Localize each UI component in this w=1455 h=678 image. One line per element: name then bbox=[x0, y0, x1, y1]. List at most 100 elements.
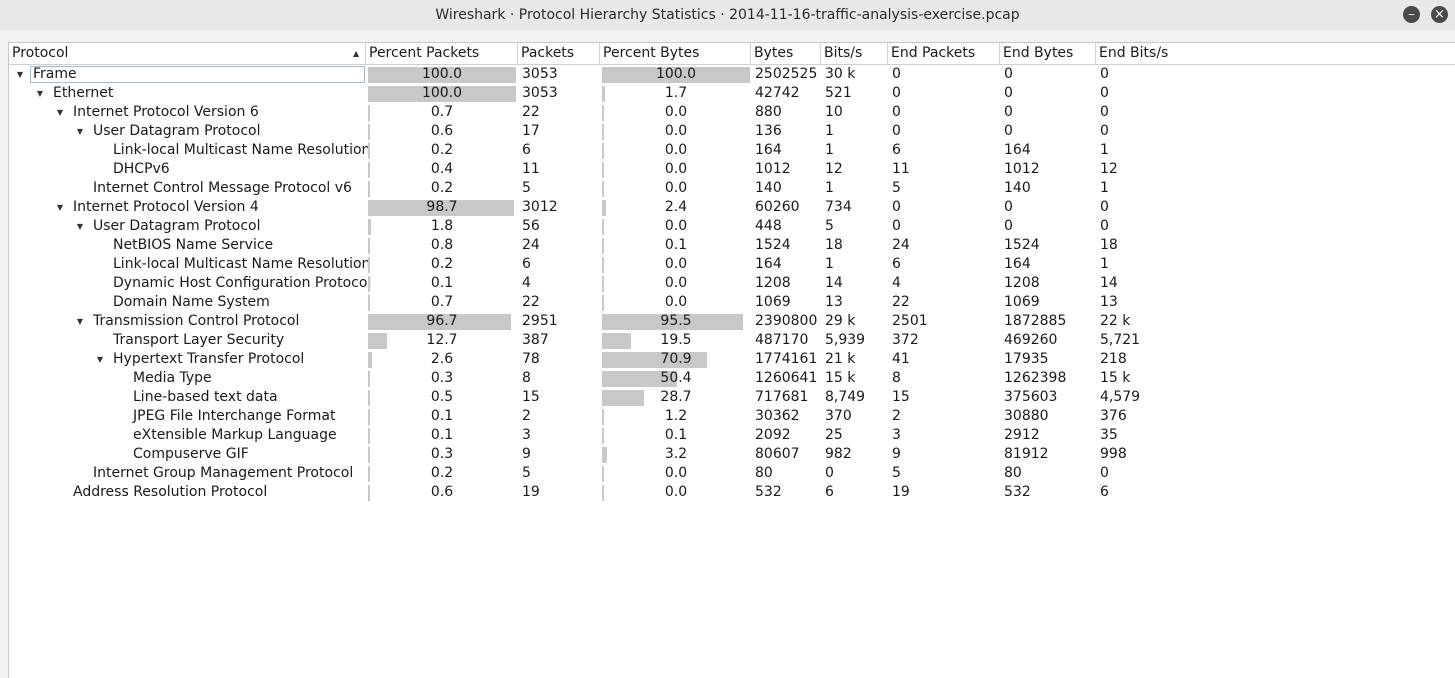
protocol-name: DHCPv6 bbox=[113, 161, 170, 177]
tree-row[interactable]: DHCPv6 0.4 11 0.0 1012 12 11 1012 12 bbox=[9, 160, 1455, 179]
packets-cell: 9 bbox=[522, 446, 531, 462]
end-bytes-cell: 0 bbox=[1004, 199, 1013, 215]
end-bits-per-second-cell: 4,579 bbox=[1100, 389, 1141, 405]
column-header-protocol[interactable]: Protocol bbox=[9, 43, 366, 64]
end-bytes-cell: 164 bbox=[1004, 142, 1031, 158]
bytes-cell: 532 bbox=[755, 484, 782, 500]
column-header-bytes[interactable]: Bytes bbox=[751, 43, 821, 64]
column-header-end-bytes[interactable]: End Bytes bbox=[1000, 43, 1096, 64]
column-header-packets[interactable]: Packets bbox=[518, 43, 600, 64]
sort-ascending-icon: ▲ bbox=[353, 49, 360, 58]
expand-arrow-icon[interactable]: ▼ bbox=[36, 89, 44, 98]
bits-per-second-cell: 13 bbox=[825, 294, 843, 310]
column-header-bits-per-second[interactable]: Bits/s bbox=[821, 43, 888, 64]
end-bits-per-second-cell: 5,721 bbox=[1100, 332, 1141, 348]
bits-per-second-cell: 18 bbox=[825, 237, 843, 253]
percent-packets-cell: 0.3 bbox=[368, 445, 516, 464]
percent-bytes-cell: 50.4 bbox=[602, 369, 750, 388]
end-packets-cell: 9 bbox=[892, 446, 901, 462]
bytes-cell: 448 bbox=[755, 218, 782, 234]
tree-row[interactable]: Dynamic Host Configuration Protocol 0.1 4 0… bbox=[9, 274, 1455, 293]
end-packets-cell: 24 bbox=[892, 237, 910, 253]
tree-row[interactable]: ▼ User Datagram Protocol 0.6 17 0.0 136 1 0 0 0 bbox=[9, 122, 1455, 141]
percent-packets-cell: 100.0 bbox=[368, 65, 516, 84]
tree-row[interactable]: Address Resolution Protocol 0.6 19 0.0 532 6 1… bbox=[9, 483, 1455, 502]
percent-packets-cell: 1.8 bbox=[368, 217, 516, 236]
tree-row[interactable]: ▼ User Datagram Protocol 1.8 56 0.0 448 5 0 0 0 bbox=[9, 217, 1455, 236]
column-header-end-bits-per-second[interactable]: End Bits/s bbox=[1096, 43, 1455, 64]
protocol-name: Media Type bbox=[133, 370, 212, 386]
tree-row[interactable]: ▼ Hypertext Transfer Protocol 2.6 78 70.9 177… bbox=[9, 350, 1455, 369]
tree-row[interactable]: ▼ Transmission Control Protocol 96.7 2951 95… bbox=[9, 312, 1455, 331]
percent-packets-cell: 0.6 bbox=[368, 483, 516, 502]
tree-row[interactable]: ▼ Internet Protocol Version 4 98.7 3012 2.4 6… bbox=[9, 198, 1455, 217]
expand-arrow-icon[interactable]: ▼ bbox=[76, 317, 84, 326]
tree-row[interactable]: JPEG File Interchange Format 0.1 2 1.2 30362… bbox=[9, 407, 1455, 426]
protocol-name: NetBIOS Name Service bbox=[113, 237, 274, 253]
end-bits-per-second-cell: 22 k bbox=[1100, 313, 1131, 329]
tree-row[interactable]: Media Type 0.3 8 50.4 1260641 15 k 8 1262398 15 … bbox=[9, 369, 1455, 388]
packets-cell: 5 bbox=[522, 180, 531, 196]
percent-packets-cell-bar bbox=[368, 314, 511, 330]
packets-cell: 3012 bbox=[522, 199, 558, 215]
protocol-name: Domain Name System bbox=[113, 294, 270, 310]
expand-arrow-icon[interactable]: ▼ bbox=[76, 127, 84, 136]
protocol-name: User Datagram Protocol bbox=[93, 123, 261, 139]
expand-arrow-icon[interactable]: ▼ bbox=[76, 222, 84, 231]
end-bytes-cell: 164 bbox=[1004, 256, 1031, 272]
end-bytes-cell: 0 bbox=[1004, 104, 1013, 120]
protocol-name: Internet Group Management Protocol bbox=[93, 465, 354, 481]
end-bits-per-second-cell: 14 bbox=[1100, 275, 1118, 291]
end-bytes-cell: 1524 bbox=[1004, 237, 1040, 253]
bytes-cell: 1774161 bbox=[755, 351, 818, 367]
end-packets-cell: 5 bbox=[892, 180, 901, 196]
tree-row[interactable]: ▼ Frame 100.0 3053 100.0 2502525 30 k 0 0 0 bbox=[9, 65, 1455, 84]
tree-row[interactable]: ▼ Ethernet 100.0 3053 1.7 42742 521 0 0 0 bbox=[9, 84, 1455, 103]
protocol-hierarchy-tree[interactable]: Protocol Percent Packets Packets Percent By… bbox=[8, 42, 1455, 678]
packets-cell: 22 bbox=[522, 294, 540, 310]
bits-per-second-cell: 734 bbox=[825, 199, 852, 215]
tree-row[interactable]: eXtensible Markup Language 0.1 3 0.1 2092 25 3… bbox=[9, 426, 1455, 445]
title-bar: Wireshark · Protocol Hierarchy Statistic… bbox=[0, 0, 1455, 30]
tree-row[interactable]: Internet Group Management Protocol 0.2 5 0.… bbox=[9, 464, 1455, 483]
bytes-cell: 30362 bbox=[755, 408, 800, 424]
percent-bytes-cell-bar bbox=[602, 162, 604, 178]
tree-row[interactable]: Link-local Multicast Name Resolution 0.2 6… bbox=[9, 141, 1455, 160]
expand-arrow-icon[interactable]: ▼ bbox=[96, 355, 104, 364]
end-bytes-cell: 1872885 bbox=[1004, 313, 1067, 329]
bits-per-second-cell: 1 bbox=[825, 123, 834, 139]
column-header-percent-packets[interactable]: Percent Packets bbox=[366, 43, 518, 64]
percent-packets-cell-bar bbox=[368, 124, 370, 140]
column-header-end-packets[interactable]: End Packets bbox=[888, 43, 1000, 64]
expand-arrow-icon[interactable]: ▼ bbox=[56, 203, 64, 212]
close-icon[interactable]: × bbox=[1431, 6, 1448, 23]
selection-outline bbox=[30, 66, 365, 83]
percent-bytes-cell-text: 1.2 bbox=[664, 408, 688, 424]
end-bits-per-second-cell: 0 bbox=[1100, 123, 1109, 139]
percent-bytes-cell-text: 0.0 bbox=[664, 123, 688, 139]
protocol-name: Ethernet bbox=[53, 85, 114, 101]
end-packets-cell: 0 bbox=[892, 104, 901, 120]
percent-packets-cell: 0.2 bbox=[368, 464, 516, 483]
tree-row[interactable]: Internet Control Message Protocol v6 0.2 5… bbox=[9, 179, 1455, 198]
tree-row[interactable]: Link-local Multicast Name Resolution 0.2 6… bbox=[9, 255, 1455, 274]
packets-cell: 2951 bbox=[522, 313, 558, 329]
percent-bytes-cell-text: 0.0 bbox=[664, 180, 688, 196]
tree-row[interactable]: Line-based text data 0.5 15 28.7 717681 8,749… bbox=[9, 388, 1455, 407]
expand-arrow-icon[interactable]: ▼ bbox=[16, 70, 24, 79]
minimize-icon[interactable]: – bbox=[1403, 6, 1420, 23]
packets-cell: 2 bbox=[522, 408, 531, 424]
tree-row[interactable]: Compuserve GIF 0.3 9 3.2 80607 982 9 81912 998 bbox=[9, 445, 1455, 464]
tree-row[interactable]: NetBIOS Name Service 0.8 24 0.1 1524 18 24 1524… bbox=[9, 236, 1455, 255]
tree-row[interactable]: ▼ Internet Protocol Version 6 0.7 22 0.0 880 1… bbox=[9, 103, 1455, 122]
percent-bytes-cell-bar bbox=[602, 314, 743, 330]
bits-per-second-cell: 25 bbox=[825, 427, 843, 443]
column-header-percent-bytes[interactable]: Percent Bytes bbox=[600, 43, 751, 64]
tree-row[interactable]: Domain Name System 0.7 22 0.0 1069 13 22 1069 13 bbox=[9, 293, 1455, 312]
bits-per-second-cell: 30 k bbox=[825, 66, 856, 82]
end-bits-per-second-cell: 1 bbox=[1100, 256, 1109, 272]
tree-row[interactable]: Transport Layer Security 12.7 387 19.5 48717… bbox=[9, 331, 1455, 350]
end-bytes-cell: 1012 bbox=[1004, 161, 1040, 177]
expand-arrow-icon[interactable]: ▼ bbox=[56, 108, 64, 117]
percent-bytes-cell-text: 2.4 bbox=[664, 199, 688, 215]
